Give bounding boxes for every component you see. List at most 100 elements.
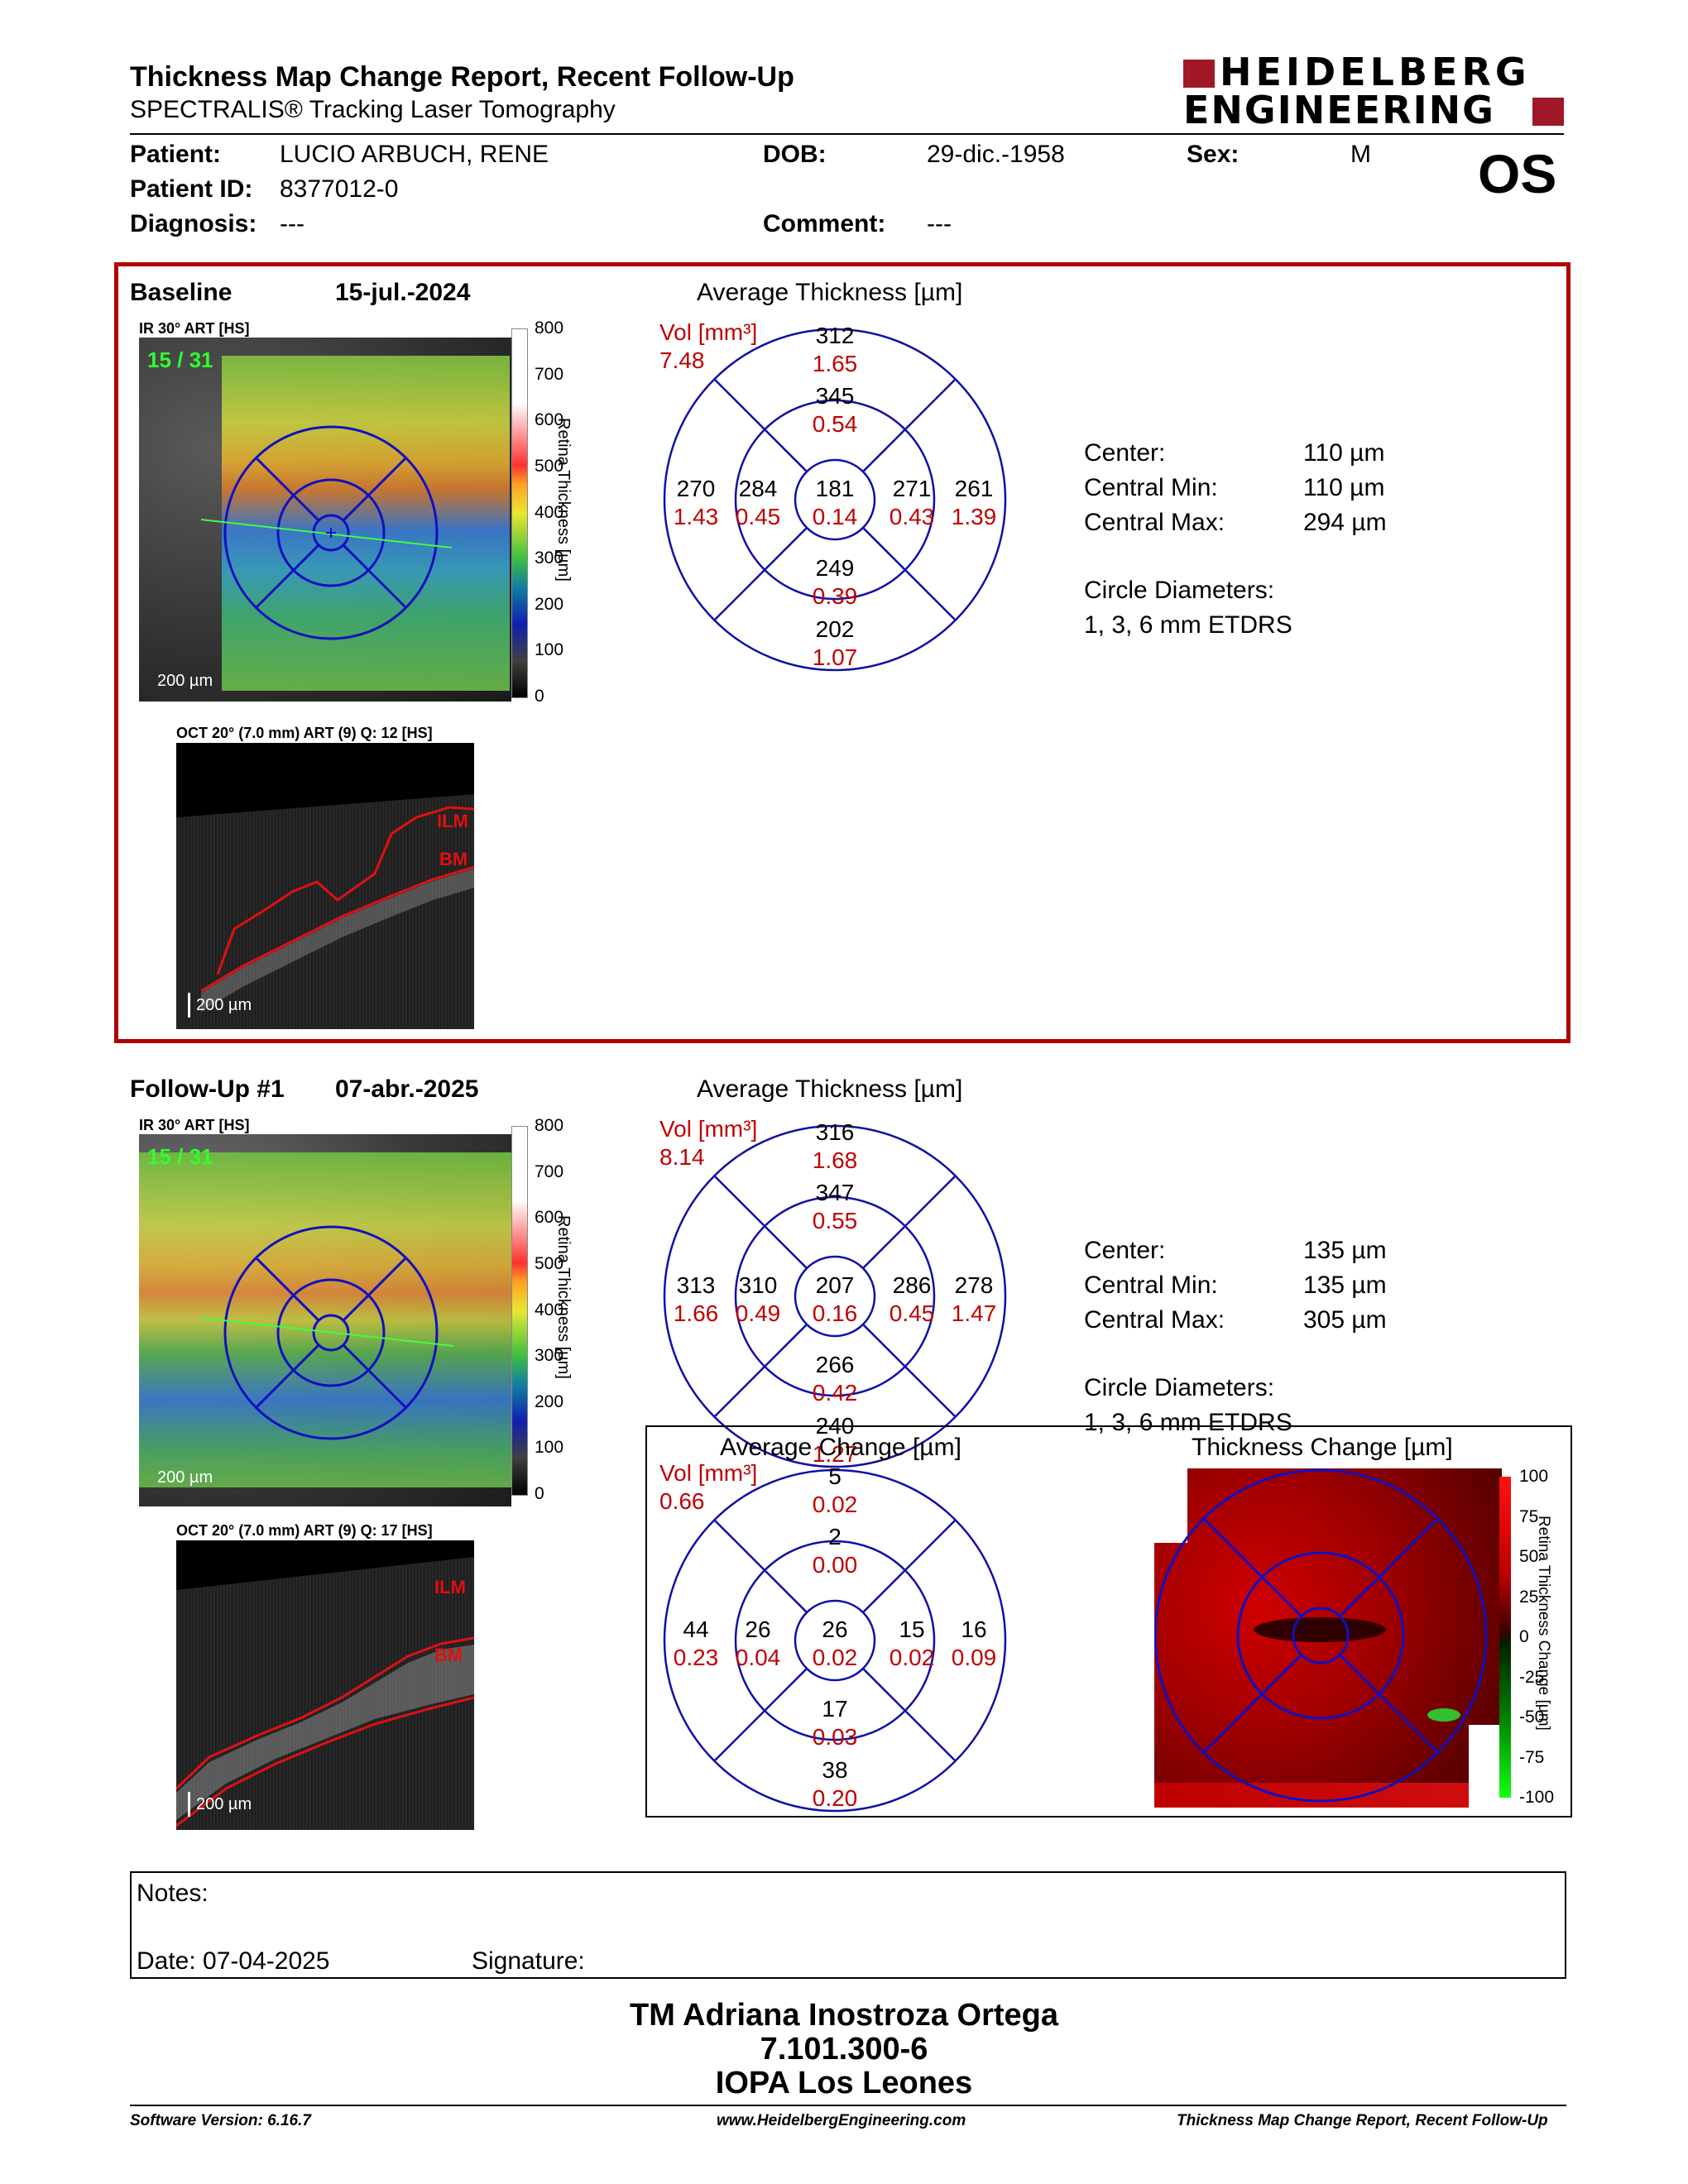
baseline-label: Baseline bbox=[130, 279, 233, 306]
colorbar-tick: 300 bbox=[535, 1346, 564, 1366]
sex-label: Sex: bbox=[1187, 141, 1240, 168]
followup-outer_sup-volume: 1.68 bbox=[813, 1147, 858, 1173]
baseline-inner_sup-volume: 0.54 bbox=[813, 411, 858, 437]
notes-label: Notes: bbox=[137, 1880, 209, 1907]
followup-vol-label: Vol [mm³] bbox=[659, 1116, 758, 1142]
change-inner_nas-volume: 0.02 bbox=[890, 1645, 935, 1670]
patient-label: Patient: bbox=[130, 141, 222, 168]
thickness-change-map[interactable] bbox=[1154, 1468, 1502, 1808]
dob-label: DOB: bbox=[763, 141, 827, 168]
baseline-circle-label: Circle Diameters: bbox=[1084, 577, 1275, 604]
change-inner_sup-thickness: 2 bbox=[828, 1524, 842, 1549]
followup-max-label: Central Max: bbox=[1084, 1306, 1225, 1334]
baseline-outer_inf-volume: 1.07 bbox=[813, 644, 858, 670]
followup-ir-image[interactable]: 15 / 31 200 µm bbox=[139, 1134, 511, 1506]
colorbar-tick: 700 bbox=[535, 1161, 564, 1181]
colorbar-tick: 0 bbox=[535, 687, 544, 706]
baseline-frame-counter: 15 / 31 bbox=[147, 347, 213, 372]
change-etdrs-title: Average Change [µm] bbox=[720, 1434, 961, 1461]
logo-block-bottom bbox=[1532, 98, 1564, 126]
change-colorbar-label: Retina Thickness Change [µm] bbox=[1535, 1516, 1552, 1731]
colorbar-tick: 500 bbox=[535, 456, 564, 476]
followup-inner_inf-thickness: 266 bbox=[816, 1352, 855, 1377]
colorbar-tick: 0 bbox=[1519, 1627, 1529, 1646]
followup-center-ring bbox=[794, 1255, 876, 1338]
patient-id-label: Patient ID: bbox=[130, 175, 253, 203]
followup-circle-label: Circle Diameters: bbox=[1084, 1374, 1275, 1401]
followup-etdrs-grid-overlay bbox=[200, 1225, 454, 1440]
followup-stats: Center: 135 µm Central Min: 135 µm Central… bbox=[1084, 1237, 1387, 1444]
colorbar-tick: -100 bbox=[1519, 1788, 1555, 1807]
logo-line-1: HEIDELBERG bbox=[1220, 50, 1531, 94]
colorbar-tick: 600 bbox=[535, 1208, 564, 1228]
baseline-oct-caption: OCT 20° (7.0 mm) ART (9) Q: 12 [HS] bbox=[176, 725, 433, 741]
colorbar-tick: -75 bbox=[1519, 1747, 1545, 1767]
followup-max-value: 305 µm bbox=[1303, 1306, 1387, 1334]
baseline-outer_temp-thickness: 270 bbox=[677, 476, 716, 501]
change-map-mask-br bbox=[1469, 1725, 1502, 1808]
change-sector-divider bbox=[713, 1668, 808, 1762]
patient-id: 8377012-0 bbox=[280, 175, 399, 203]
signature-org: IOPA Los Leones bbox=[715, 2066, 973, 2100]
followup-inner_inf-volume: 0.42 bbox=[813, 1380, 858, 1406]
followup-date: 07-abr.-2025 bbox=[335, 1075, 479, 1103]
baseline-sector-divider bbox=[862, 527, 957, 621]
followup-min-value: 135 µm bbox=[1303, 1272, 1387, 1299]
change-sector-divider bbox=[713, 1519, 808, 1613]
baseline-ir-scale: 200 µm bbox=[157, 672, 213, 690]
sex-value: M bbox=[1350, 141, 1371, 168]
baseline-circle-value: 1, 3, 6 mm ETDRS bbox=[1084, 611, 1292, 639]
baseline-inner_temp-thickness: 284 bbox=[739, 476, 778, 501]
change-map-etdrs-grid bbox=[1154, 1468, 1488, 1803]
notes-date: Date: 07-04-2025 bbox=[137, 1947, 330, 1975]
baseline-max-value: 294 µm bbox=[1303, 509, 1387, 536]
followup-ilm-label: ILM bbox=[434, 1577, 466, 1597]
baseline-oct-scan[interactable]: ILM BM 200 µm bbox=[176, 743, 474, 1029]
colorbar-tick: 200 bbox=[535, 1391, 564, 1411]
baseline-sector-divider bbox=[862, 378, 957, 472]
change-outer_nas-volume: 0.09 bbox=[952, 1645, 997, 1670]
followup-sector-divider bbox=[862, 1324, 957, 1418]
change-map-title: Thickness Change [µm] bbox=[1192, 1434, 1453, 1461]
comment-value: --- bbox=[927, 210, 952, 237]
followup-ir-scale: 200 µm bbox=[157, 1468, 213, 1487]
footer-website[interactable]: www.HeidelbergEngineering.com bbox=[717, 2112, 966, 2129]
change-outer_temp-volume: 0.23 bbox=[674, 1645, 719, 1670]
followup-center-volume: 0.16 bbox=[813, 1300, 858, 1326]
followup-circle-value: 1, 3, 6 mm ETDRS bbox=[1084, 1409, 1292, 1436]
baseline-inner-ring bbox=[734, 399, 936, 601]
followup-oct-scan[interactable]: ILM BM 200 µm bbox=[176, 1540, 474, 1830]
notes-box[interactable] bbox=[130, 1871, 1566, 1979]
footer-divider bbox=[130, 2105, 1566, 2106]
baseline-section-frame bbox=[114, 262, 1571, 1043]
diagnosis-value: --- bbox=[280, 210, 305, 237]
baseline-ilm-label: ILM bbox=[437, 811, 468, 831]
change-inner_temp-volume: 0.04 bbox=[736, 1645, 781, 1670]
colorbar-tick: 500 bbox=[535, 1253, 564, 1273]
baseline-vol-value: 7.48 bbox=[659, 347, 705, 373]
baseline-outer-ring bbox=[663, 328, 1007, 672]
followup-inner_temp-volume: 0.49 bbox=[736, 1300, 781, 1326]
baseline-vol-label: Vol [mm³] bbox=[659, 319, 758, 345]
change-outer_temp-thickness: 44 bbox=[683, 1616, 708, 1642]
followup-oct-scale: 200 µm bbox=[196, 1795, 252, 1813]
colorbar-tick: 100 bbox=[1519, 1467, 1549, 1486]
baseline-outer_temp-volume: 1.43 bbox=[674, 504, 719, 529]
followup-frame-counter: 15 / 31 bbox=[147, 1144, 213, 1169]
change-outer_sup-thickness: 5 bbox=[828, 1468, 842, 1489]
colorbar-tick: 25 bbox=[1519, 1587, 1539, 1607]
baseline-inner_nas-thickness: 271 bbox=[893, 476, 932, 501]
followup-center-thickness: 207 bbox=[816, 1272, 855, 1298]
followup-outer_inf-volume: 1.27 bbox=[813, 1441, 858, 1467]
followup-etdrs-chart: 3161.683470.553131.663100.492070.162860.… bbox=[663, 1124, 1007, 1468]
colorbar-tick: -25 bbox=[1519, 1667, 1545, 1687]
patient-name: LUCIO ARBUCH, RENE bbox=[280, 141, 549, 168]
baseline-ir-image[interactable]: 15 / 31 200 µm bbox=[139, 338, 511, 702]
change-outer_sup-volume: 0.02 bbox=[813, 1492, 858, 1517]
followup-bm-label: BM bbox=[434, 1645, 463, 1665]
followup-etdrs-title: Average Thickness [µm] bbox=[697, 1075, 963, 1103]
change-center-thickness: 26 bbox=[822, 1616, 847, 1642]
footer-software-version: Software Version: 6.16.7 bbox=[130, 2112, 311, 2129]
followup-oct-caption: OCT 20° (7.0 mm) ART (9) Q: 17 [HS] bbox=[176, 1522, 433, 1539]
